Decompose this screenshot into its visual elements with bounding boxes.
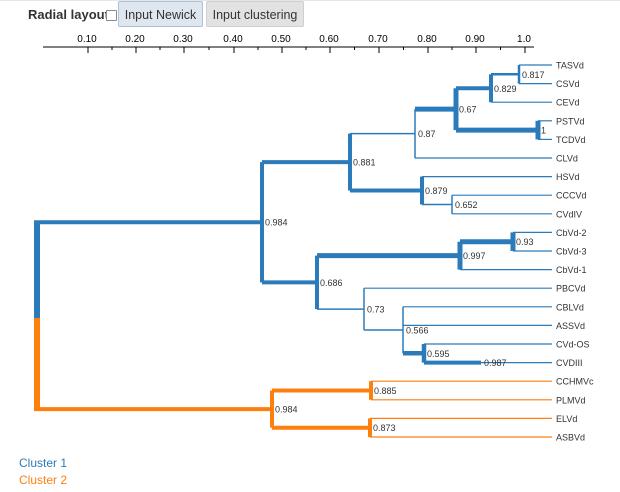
- node-support-label: 0.881: [353, 158, 376, 168]
- node-support-label: 0.984: [265, 218, 288, 228]
- leaf-label: TCDVd: [556, 135, 586, 145]
- node-support-label: 0.885: [374, 386, 397, 396]
- leaf-label: ELVd: [556, 414, 577, 424]
- leaf-label: CbVd-1: [556, 265, 587, 275]
- toolbar-divider: [0, 0, 620, 1]
- node-support-label: 0.87: [418, 129, 436, 139]
- leaf-label: CCCVd: [556, 191, 587, 201]
- leaf-label: CbVd-3: [556, 247, 587, 257]
- input-newick-button[interactable]: Input Newick: [118, 1, 203, 27]
- node-support-label: 1: [541, 126, 546, 136]
- node-support-label: 0.686: [320, 278, 343, 288]
- axis-tick-label: 0.50: [271, 34, 291, 45]
- leaf-label: CVDIII: [556, 358, 583, 368]
- node-support-label: 0.73: [367, 305, 385, 315]
- leaf-label: CLVd: [556, 154, 578, 164]
- node-support-label: 0.67: [459, 105, 477, 115]
- node-support-label: 0.93: [516, 237, 534, 247]
- leaf-label: CVd-OS: [556, 340, 590, 350]
- leaf-label: PSTVd: [556, 116, 585, 126]
- legend-cluster-2: Cluster 2: [19, 473, 68, 487]
- node-support-label: 0.595: [427, 349, 450, 359]
- radial-layout-label: Radial layout: [28, 7, 109, 22]
- leaf-label: CSVd: [556, 79, 580, 89]
- node-support-label: 0.829: [494, 84, 517, 94]
- node-support-label: 0.997: [463, 251, 486, 261]
- node-support-label: 0.873: [373, 423, 396, 433]
- leaf-label: PLMVd: [556, 395, 586, 405]
- leaf-label: ASBVd: [556, 433, 585, 443]
- leaf-label: PBCVd: [556, 284, 586, 294]
- toolbar: Radial layout Input Newick Input cluster…: [0, 0, 620, 30]
- leaf-label: HSVd: [556, 172, 580, 182]
- leaf-label: CEVd: [556, 98, 580, 108]
- axis-tick-label: 0.40: [223, 34, 243, 45]
- node-support-label: 0.652: [455, 200, 478, 210]
- axis-tick-label: 0.60: [319, 34, 339, 45]
- leaf-label: ASSVd: [556, 321, 585, 331]
- node-support-label: 0.879: [425, 186, 448, 196]
- node-support-label: 0.566: [406, 326, 429, 336]
- axis-tick-label: 0.30: [173, 34, 193, 45]
- leaf-label: CCHMVc: [556, 377, 594, 387]
- input-clustering-button[interactable]: Input clustering: [206, 1, 304, 27]
- leaf-label: CbVd-2: [556, 228, 587, 238]
- axis-tick-label: 1.0: [517, 34, 531, 45]
- legend-cluster-1: Cluster 1: [19, 456, 68, 470]
- radial-layout-checkbox[interactable]: [106, 10, 117, 21]
- axis-tick-label: 0.90: [465, 34, 485, 45]
- node-support-label: 0.984: [275, 405, 298, 415]
- leaf-label: CBLVd: [556, 302, 584, 312]
- leaf-label: TASVd: [556, 61, 584, 71]
- node-support-label: 0.987: [484, 358, 507, 368]
- axis-tick-label: 0.80: [417, 34, 437, 45]
- node-support-label: 0.817: [522, 70, 545, 80]
- axis-tick-label: 0.20: [125, 34, 145, 45]
- axis-tick-label: 0.70: [368, 34, 388, 45]
- leaf-label: CVdIV: [556, 209, 582, 219]
- axis-tick-label: 0.10: [77, 34, 97, 45]
